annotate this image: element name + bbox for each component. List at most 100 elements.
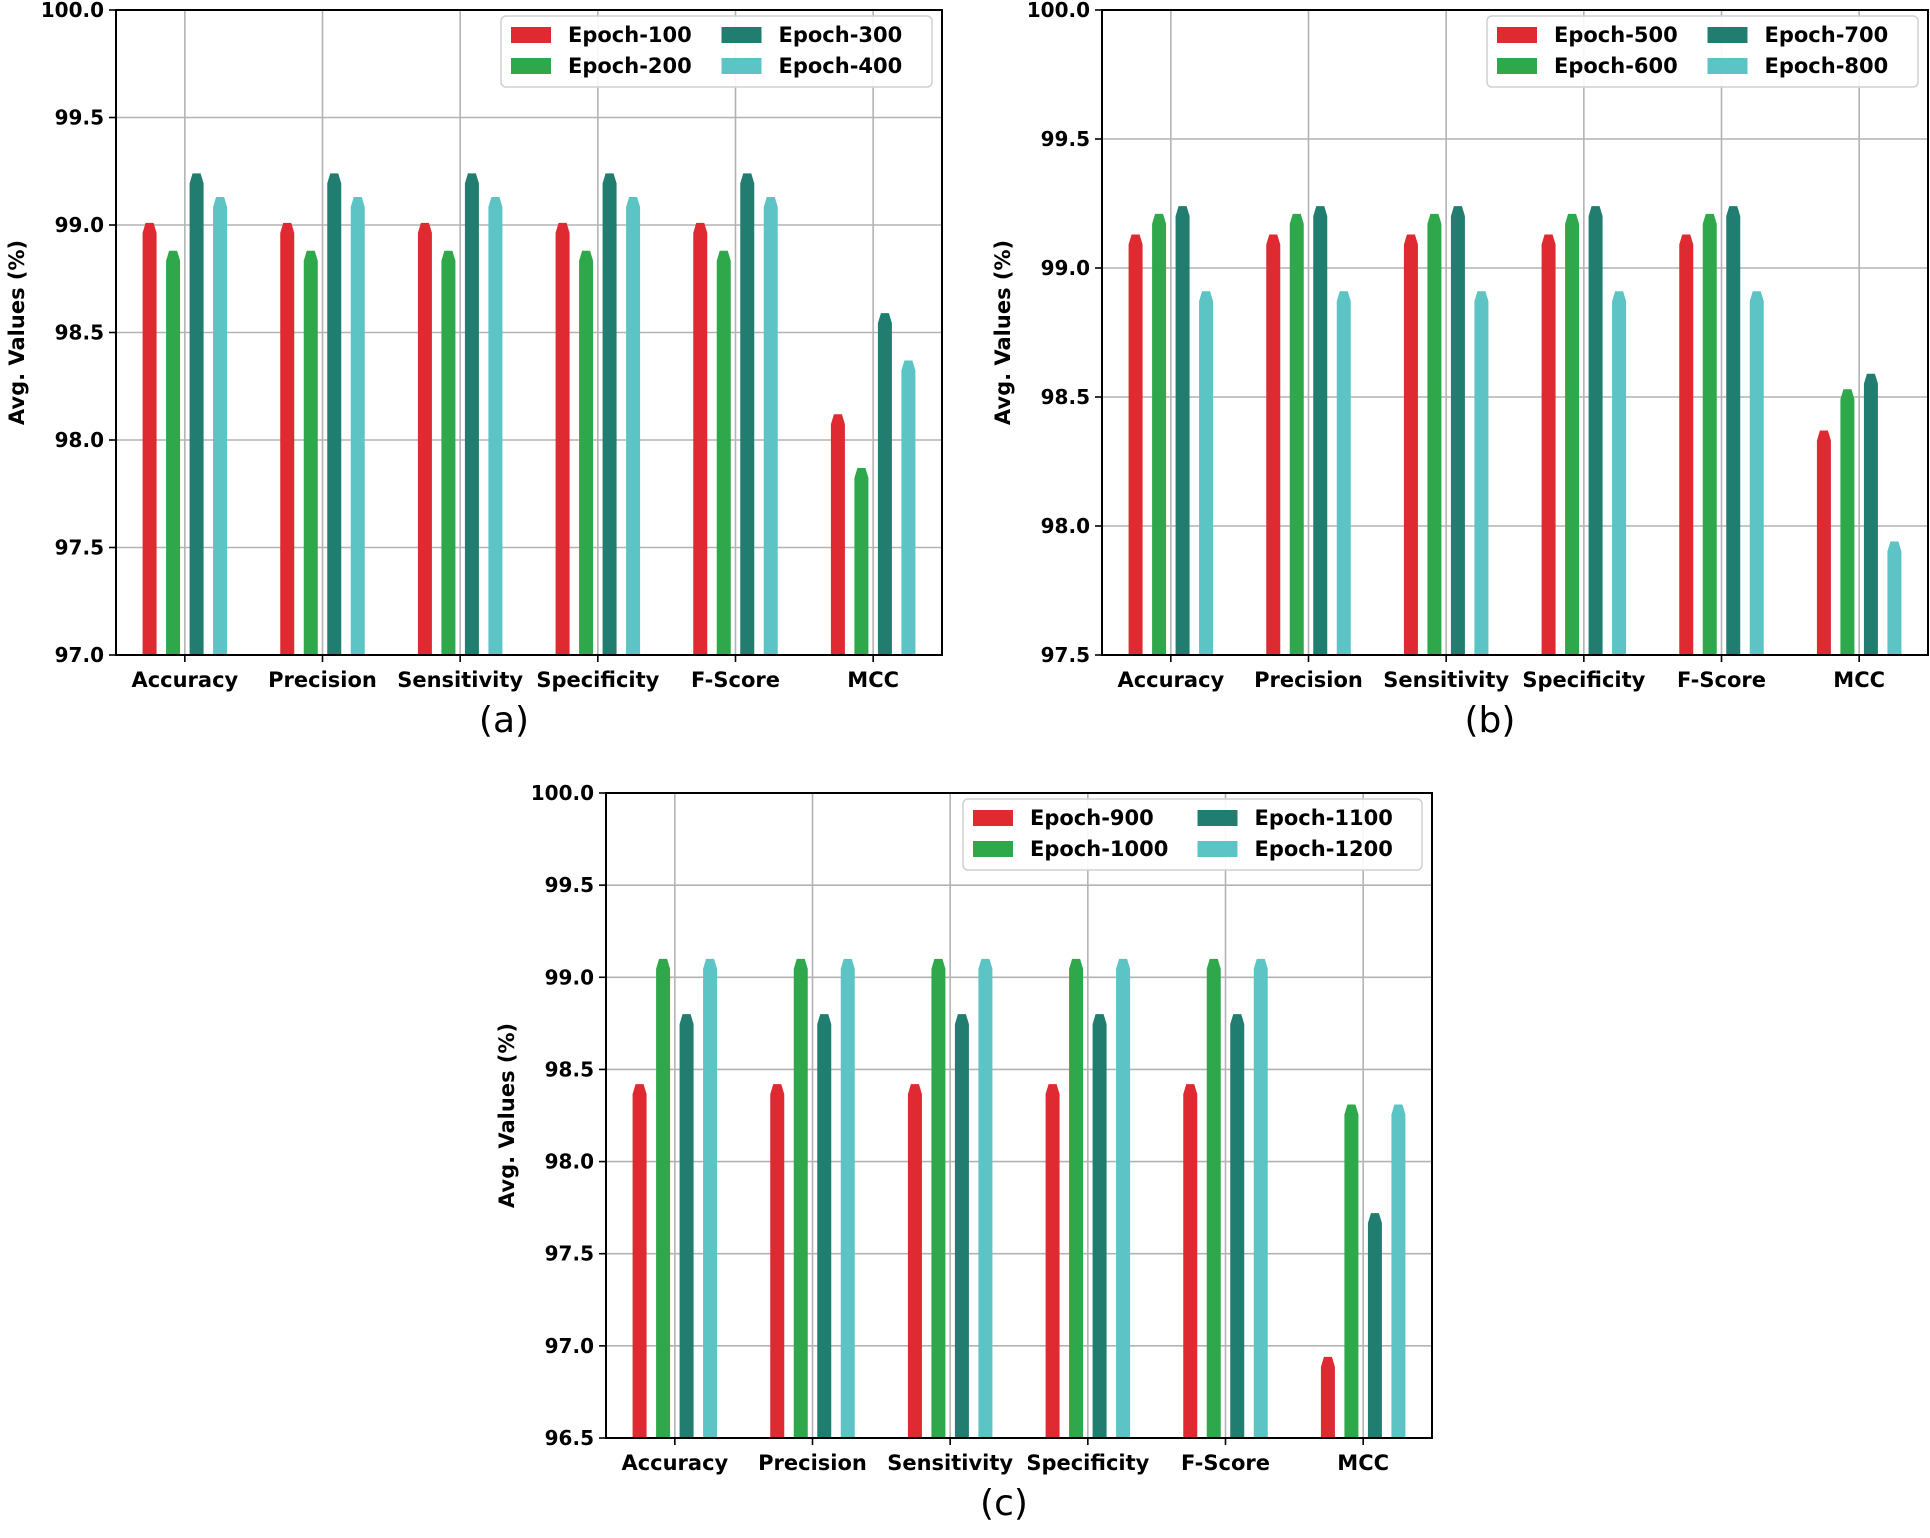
legend-label: Epoch-500 [1554,23,1678,47]
y-tick-label: 97.5 [1041,643,1090,667]
y-tick-label: 99.5 [545,873,594,897]
y-tick-label: 98.5 [1041,385,1090,409]
legend-label: Epoch-1100 [1255,806,1393,830]
bar-epoch-100-specificity [555,222,570,655]
bar-epoch-200-precision [303,250,318,656]
bar-epoch-1100-mcc [1367,1213,1382,1438]
legend-swatch [511,58,551,74]
bar-epoch-400-precision [350,197,365,656]
bar-epoch-200-f-score [716,250,731,656]
bar-epoch-200-accuracy [166,250,181,656]
bar-epoch-1100-specificity [1092,1014,1107,1438]
legend-label: Epoch-700 [1765,23,1889,47]
y-tick-label: 98.0 [55,428,104,452]
y-tick-label: 98.0 [545,1150,594,1174]
legend-swatch [1497,27,1537,43]
x-tick-label: Precision [1254,668,1363,692]
x-tick-label: Sensitivity [887,1451,1013,1475]
bar-epoch-100-f-score [693,222,708,655]
bar-epoch-800-f-score [1749,291,1764,655]
bar-epoch-500-accuracy [1128,234,1143,655]
legend-swatch [1707,27,1748,43]
bar-epoch-900-specificity [1045,1084,1060,1438]
legend-swatch [973,841,1013,857]
bar-epoch-1000-precision [793,958,808,1438]
bar-epoch-100-sensitivity [417,222,432,655]
caption: (b) [1465,700,1516,741]
bar-epoch-700-precision [1313,206,1328,655]
x-tick-label: Sensitivity [397,668,523,692]
y-tick-label: 99.5 [1041,127,1090,151]
legend-swatch [973,810,1013,826]
legend: Epoch-900 Epoch-1000 Epoch-1100 Epoch-1200 [962,798,1423,871]
legend-swatch [1497,58,1537,74]
plot-area [606,793,1432,1438]
bar-epoch-500-f-score [1679,234,1694,655]
y-tick-label: 98.0 [1041,514,1090,538]
bar-epoch-800-precision [1336,291,1351,655]
bar-epoch-700-accuracy [1175,206,1190,655]
bar-epoch-600-f-score [1702,213,1717,655]
y-tick-label: 99.0 [55,213,104,237]
x-tick-label: Sensitivity [1383,668,1509,692]
bar-epoch-200-sensitivity [441,250,456,656]
x-tick-label: Specificity [536,668,659,692]
y-tick-label: 100.0 [1027,0,1090,22]
legend-box [500,15,933,88]
y-axis-label: Avg. Values (%) [495,1023,519,1208]
bar-epoch-900-precision [770,1084,785,1438]
bar-epoch-1000-f-score [1206,958,1221,1438]
bar-epoch-900-f-score [1183,1084,1198,1438]
bar-epoch-1000-accuracy [656,958,671,1438]
y-tick-label: 98.5 [545,1057,594,1081]
bar-epoch-1200-sensitivity [978,958,993,1438]
legend-label: Epoch-300 [779,23,903,47]
bar-epoch-600-precision [1289,213,1304,655]
legend-swatch [1197,810,1238,826]
legend-label: Epoch-1200 [1255,837,1393,861]
bar-epoch-300-accuracy [189,173,204,655]
bar-epoch-500-mcc [1816,430,1831,655]
x-tick-label: Precision [268,668,377,692]
x-tick-label: F-Score [1181,1451,1270,1475]
y-tick-label: 99.0 [545,965,594,989]
bar-epoch-700-f-score [1726,206,1741,655]
bar-epoch-1000-sensitivity [931,958,946,1438]
chart-a: 97.0 97.5 98.0 98.5 99.0 99.5 100.0 Accuracy Pre… [5,0,943,741]
x-tick-label: Accuracy [1117,668,1224,692]
bar-epoch-500-precision [1266,234,1281,655]
x-tick-label: Specificity [1522,668,1645,692]
x-tick-label: MCC [847,668,899,692]
bar-epoch-600-mcc [1840,389,1855,655]
bar-epoch-1000-specificity [1069,958,1084,1438]
bar-epoch-1200-accuracy [703,958,718,1438]
bar-epoch-300-precision [327,173,342,655]
x-tick-label: MCC [1833,668,1885,692]
bar-epoch-300-f-score [740,173,755,655]
bar-epoch-1200-mcc [1391,1104,1406,1438]
x-tick-label: Accuracy [131,668,238,692]
legend-label: Epoch-600 [1554,54,1678,78]
bar-epoch-800-specificity [1612,291,1627,655]
chart-c: 96.5 97.0 97.5 98.0 98.5 99.0 99.5 100.0 Accurac… [495,781,1433,1524]
bar-epoch-300-specificity [602,173,617,655]
legend-label: Epoch-1000 [1030,837,1168,861]
x-tick-label: Precision [758,1451,867,1475]
y-tick-label: 99.5 [55,106,104,130]
legend-swatch [511,27,551,43]
bar-epoch-400-mcc [901,360,916,655]
y-tick-label: 97.5 [545,1242,594,1266]
legend-label: Epoch-100 [568,23,692,47]
bar-epoch-600-accuracy [1152,213,1167,655]
bar-epoch-100-mcc [830,414,845,655]
x-tick-label: MCC [1337,1451,1389,1475]
bar-epoch-300-mcc [877,313,892,655]
legend-box [1486,15,1919,88]
bar-epoch-900-accuracy [632,1084,647,1438]
bar-epoch-900-sensitivity [907,1084,922,1438]
bar-epoch-500-sensitivity [1403,234,1418,655]
bar-epoch-1100-precision [817,1014,832,1438]
bar-epoch-400-specificity [626,197,641,656]
y-tick-label: 97.5 [55,536,104,560]
